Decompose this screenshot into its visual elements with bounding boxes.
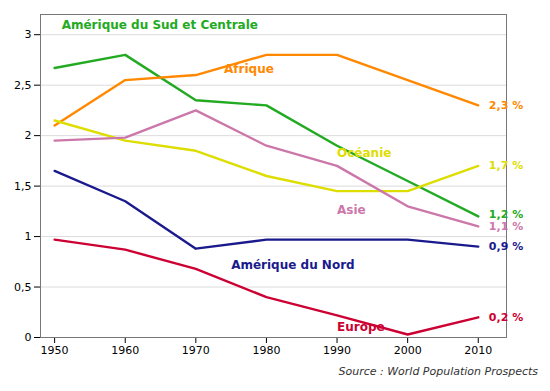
svg-text:2,3 %: 2,3 %	[489, 99, 523, 112]
svg-text:Océanie: Océanie	[337, 146, 391, 160]
svg-text:0,2 %: 0,2 %	[489, 311, 523, 324]
svg-text:0,5: 0,5	[14, 281, 32, 294]
svg-text:1970: 1970	[182, 344, 210, 357]
svg-text:2010: 2010	[464, 344, 492, 357]
svg-text:Asie: Asie	[337, 203, 366, 217]
svg-text:2: 2	[25, 129, 32, 142]
svg-text:1,2 %: 1,2 %	[489, 208, 523, 221]
svg-text:1,5: 1,5	[14, 180, 32, 193]
svg-text:2,5: 2,5	[14, 79, 32, 92]
svg-text:1,1 %: 1,1 %	[489, 220, 523, 233]
svg-text:1980: 1980	[252, 344, 280, 357]
html-text:Source : World Population Pros: Source : World Population Prospects	[338, 365, 538, 378]
svg-text:0,9 %: 0,9 %	[489, 240, 523, 253]
svg-text:1,7 %: 1,7 %	[489, 159, 523, 172]
svg-text:Europe: Europe	[337, 320, 385, 334]
svg-text:2000: 2000	[394, 344, 422, 357]
svg-text:1: 1	[25, 230, 32, 243]
svg-text:Afrique: Afrique	[224, 62, 274, 76]
svg-text:1950: 1950	[41, 344, 69, 357]
svg-text:1990: 1990	[323, 344, 351, 357]
svg-text:Amérique du Sud et Centrale: Amérique du Sud et Centrale	[62, 18, 258, 32]
svg-text:Amérique du Nord: Amérique du Nord	[231, 258, 355, 272]
svg-text:0: 0	[25, 331, 32, 344]
svg-text:3: 3	[25, 28, 32, 41]
svg-text:1960: 1960	[111, 344, 139, 357]
